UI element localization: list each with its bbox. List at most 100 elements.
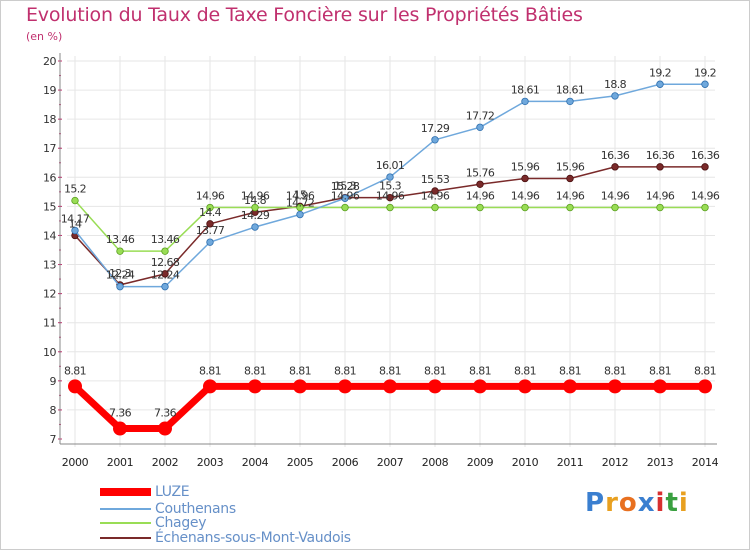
data-point (251, 203, 259, 212)
logo-letter: i (655, 488, 666, 518)
legend-swatch-chagey (100, 522, 151, 524)
legend-item-chagey: Chagey (100, 515, 400, 531)
data-point (158, 421, 172, 436)
x-tick-label: 2011 (557, 456, 583, 469)
data-point (68, 379, 82, 394)
legend-item-echenans: Échenans-sous-Mont-Vaudois (100, 530, 400, 546)
data-label: 8.81 (469, 364, 491, 377)
data-label: 8.81 (64, 364, 86, 377)
chart-title: Evolution du Taux de Taxe Foncière sur l… (26, 4, 583, 26)
data-point (701, 80, 709, 88)
legend-swatch-couthenans (100, 508, 151, 510)
legend-label-echenans: Échenans-sous-Mont-Vaudois (155, 530, 351, 546)
data-label: 8.81 (559, 364, 581, 377)
data-label: 8.81 (289, 364, 311, 377)
x-tick-label: 2004 (242, 456, 269, 469)
data-label: 15.96 (556, 160, 585, 173)
data-point (341, 203, 349, 212)
data-point (698, 379, 712, 394)
data-point (566, 203, 574, 212)
data-label: 8.81 (514, 364, 536, 377)
data-point (341, 194, 349, 202)
data-label: 14.96 (466, 190, 495, 203)
x-tick-label: 2003 (197, 456, 224, 469)
y-tick-label: 7 (50, 433, 57, 446)
data-point (251, 223, 259, 231)
y-tick-label: 17 (43, 142, 56, 155)
data-label: 7.36 (109, 407, 132, 420)
data-label: 8.81 (199, 364, 221, 377)
x-tick-label: 2005 (287, 456, 314, 469)
y-tick-label: 15 (43, 200, 56, 213)
data-label: 14.72 (286, 197, 315, 210)
logo-letter: i (678, 488, 689, 518)
y-tick-label: 20 (43, 55, 56, 68)
data-label: 15.3 (334, 180, 357, 193)
data-point (428, 379, 442, 394)
logo-letter: r (605, 488, 619, 518)
data-point (566, 97, 574, 106)
data-point (521, 97, 529, 106)
data-label: 8.81 (379, 364, 401, 377)
data-point (203, 379, 217, 394)
legend-swatch-luze (100, 488, 151, 496)
data-label: 14.8 (244, 194, 267, 207)
data-label: 14.96 (286, 190, 315, 203)
data-point (563, 379, 577, 394)
data-label: 14.96 (241, 190, 270, 203)
data-label: 18.61 (556, 83, 585, 96)
data-point (473, 379, 487, 394)
data-label: 8.81 (649, 364, 671, 377)
y-tick-label: 11 (43, 317, 56, 330)
data-label: 14.96 (601, 190, 630, 203)
data-label: 16.36 (691, 149, 720, 162)
data-label: 16.36 (646, 149, 675, 162)
data-label: 14.96 (511, 190, 540, 203)
data-point (161, 247, 169, 255)
data-label: 14.96 (691, 190, 720, 203)
data-label: 17.29 (421, 122, 450, 135)
data-label: 12.3 (109, 267, 132, 280)
data-label: 12.24 (106, 269, 135, 282)
data-label: 14.96 (421, 190, 450, 203)
data-label: 13.46 (151, 233, 180, 246)
x-tick-label: 2001 (107, 456, 133, 469)
data-label: 15 (294, 188, 307, 201)
data-label: 14 (69, 217, 82, 230)
data-label: 14.29 (241, 209, 270, 222)
legend-label-chagey: Chagey (155, 515, 207, 531)
x-tick-label: 2014 (692, 456, 719, 469)
data-label: 8.81 (334, 364, 356, 377)
x-tick-label: 2007 (377, 456, 404, 469)
data-label: 15.76 (466, 166, 495, 179)
data-point (611, 163, 619, 171)
data-point (431, 187, 439, 195)
data-label: 8.81 (424, 364, 446, 377)
y-tick-label: 18 (43, 113, 56, 126)
logo-letter: P (585, 488, 606, 518)
data-point (566, 174, 574, 183)
data-label: 15.28 (331, 180, 360, 193)
x-tick-label: 2012 (602, 456, 628, 469)
data-point (701, 163, 709, 171)
data-point (476, 180, 484, 188)
data-label: 14.4 (199, 206, 222, 219)
data-label: 13.77 (196, 224, 225, 237)
data-point (386, 203, 394, 212)
x-tick-label: 2010 (512, 456, 539, 469)
data-label: 17.72 (466, 109, 495, 122)
y-tick-label: 10 (43, 346, 56, 359)
data-point (386, 193, 394, 202)
data-point (71, 226, 79, 235)
legend-label-couthenans: Couthenans (155, 501, 236, 517)
data-point (521, 174, 529, 183)
data-label: 8.81 (694, 364, 716, 377)
data-point (383, 379, 397, 394)
data-point (248, 379, 262, 394)
unit-label: (en %) (26, 30, 63, 43)
data-point (116, 282, 124, 291)
data-label: 12.24 (151, 269, 180, 282)
data-label: 19.2 (694, 66, 716, 79)
data-point (161, 270, 169, 278)
data-label: 8.81 (604, 364, 626, 377)
